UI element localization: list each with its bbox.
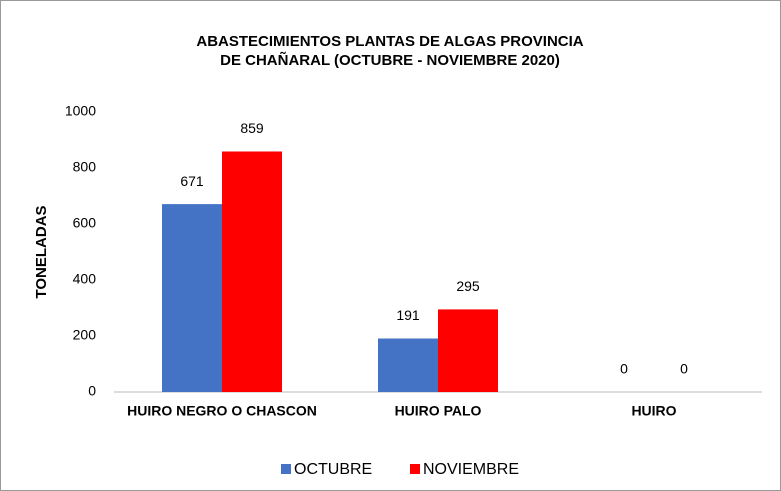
bar [162,204,222,392]
bar [438,309,498,392]
data-label: 859 [240,120,264,136]
y-tick-label: 600 [73,215,97,231]
chart-title: ABASTECIMIENTOS PLANTAS DE ALGAS PROVINC… [196,33,584,69]
data-label: 0 [680,361,688,377]
y-tick-label: 1000 [65,103,96,119]
y-axis-label: TONELADAS [33,205,50,298]
legend-label: OCTUBRE [294,461,372,478]
data-label: 671 [180,173,204,189]
data-label: 295 [456,278,480,294]
legend-label: NOVIEMBRE [423,461,519,478]
y-tick-label: 0 [88,383,96,399]
x-tick-label: HUIRO [631,403,676,419]
y-tick-label: 800 [73,159,97,175]
y-tick-label: 400 [73,271,97,287]
legend-swatch [281,464,291,474]
bar [222,151,282,392]
data-label: 191 [396,307,420,323]
x-tick-label: HUIRO PALO [395,403,482,419]
data-label: 0 [620,361,628,377]
bar [378,338,438,392]
legend-swatch [410,464,420,474]
x-tick-label: HUIRO NEGRO O CHASCON [127,403,317,419]
y-tick-label: 200 [73,327,97,343]
